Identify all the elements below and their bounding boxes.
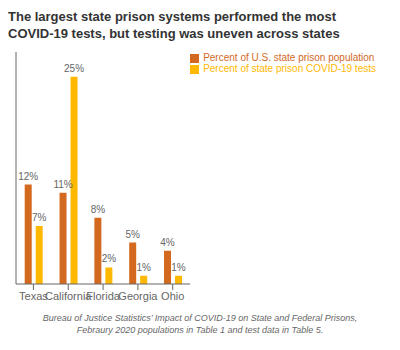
- html-text:The largest state prison syste: The largest state prison systems perform…: [8, 9, 336, 24]
- svg-text:12%: 12%: [18, 171, 38, 182]
- svg-text:4%: 4%: [160, 237, 175, 248]
- svg-text:Florida: Florida: [86, 290, 121, 302]
- svg-text:Ohio: Ohio: [161, 290, 184, 302]
- html-text:Percent of U.S. state prison p: Percent of U.S. state prison population: [203, 52, 375, 63]
- svg-text:5%: 5%: [125, 229, 140, 240]
- svg-text:8%: 8%: [91, 204, 106, 215]
- html-text:COVID-19 tests, but testing wa: COVID-19 tests, but testing was uneven a…: [8, 26, 340, 41]
- svg-text:25%: 25%: [64, 63, 84, 74]
- svg-text:Georgia: Georgia: [118, 290, 158, 302]
- svg-text:11%: 11%: [53, 179, 72, 190]
- svg-text:Texas: Texas: [19, 290, 48, 302]
- svg-text:2%: 2%: [102, 253, 117, 264]
- html-text:Bureau of Justice Statistics’: Bureau of Justice Statistics’ Impact of …: [42, 313, 358, 323]
- svg-text:1%: 1%: [136, 262, 151, 273]
- svg-text:7%: 7%: [32, 212, 47, 223]
- html-text:Febraury 2020 populations in T: Febraury 2020 populations in Table 1 and…: [76, 325, 324, 335]
- html-text:Percent of state prison COVID-: Percent of state prison COVID-19 tests: [203, 63, 376, 74]
- svg-text:California: California: [45, 290, 92, 302]
- svg-text:1%: 1%: [171, 262, 186, 273]
